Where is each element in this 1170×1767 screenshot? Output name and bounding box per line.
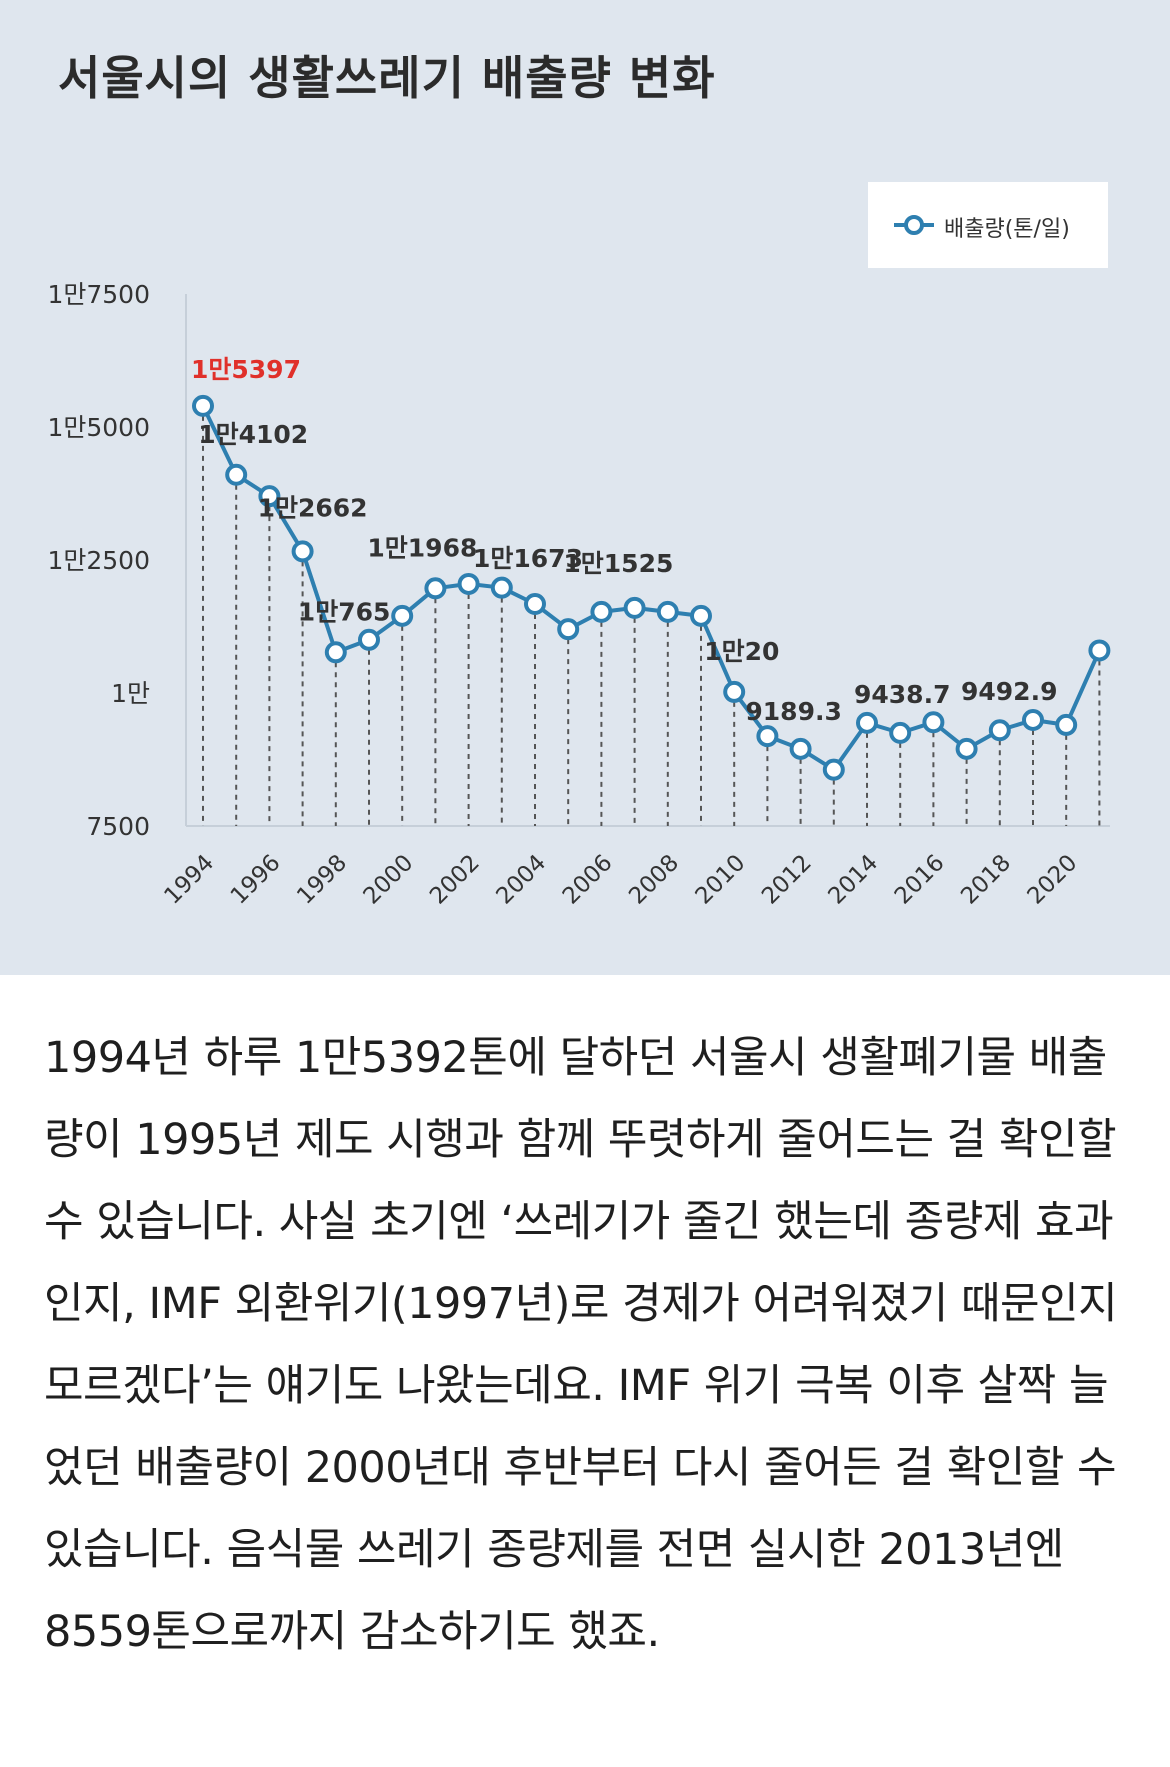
x-tick-label: 2016	[890, 850, 950, 910]
data-point	[225, 463, 248, 486]
x-tick-label: 2010	[691, 850, 751, 910]
data-point	[391, 604, 414, 627]
x-tick-label: 1994	[159, 850, 219, 910]
legend-label: 배출량(톤/일)	[944, 217, 1070, 242]
x-tick-label: 2014	[823, 850, 883, 910]
data-label: 1만1525	[563, 549, 673, 578]
chart-title: 서울시의 생활쓰레기 배출량 변화	[58, 51, 716, 105]
data-point	[590, 600, 613, 623]
data-point	[258, 485, 281, 508]
data-point	[922, 711, 945, 734]
x-tick-label: 2000	[359, 850, 419, 910]
data-point	[192, 394, 214, 417]
data-label: 1만765	[298, 597, 391, 626]
data-point	[1022, 708, 1044, 731]
data-point	[490, 576, 513, 599]
article-paragraph: 1994년 하루 1만5392톤에 달하던 서울시 생활폐기물 배출량이 199…	[44, 1033, 1118, 1657]
data-point	[358, 628, 380, 651]
x-tick-label: 2002	[425, 850, 485, 910]
data-point	[291, 540, 314, 563]
data-label: 1만4102	[198, 420, 308, 449]
data-point	[656, 600, 679, 623]
data-label: 1만2662	[258, 493, 368, 522]
data-point	[557, 618, 580, 641]
line-chart: 7500 1만 1만2500 1만5000 1만7500 1만5397 1만4102 1만26…	[47, 280, 1111, 910]
x-tick-label: 2004	[491, 850, 551, 910]
y-tick-label: 1만7500	[47, 280, 150, 309]
data-point	[822, 758, 845, 781]
y-tick-label: 1만5000	[47, 413, 150, 442]
data-point	[789, 737, 812, 760]
data-point	[756, 725, 779, 748]
chart-legend: 배출량(톤/일)	[868, 182, 1108, 268]
data-label: 1만20	[704, 637, 779, 666]
series-line	[201, 405, 1102, 772]
x-tick-label: 1996	[226, 850, 286, 910]
data-point	[955, 737, 978, 760]
data-label: 9492.9	[961, 677, 1057, 706]
data-point	[424, 577, 447, 600]
x-tick-label: 2018	[956, 850, 1016, 910]
data-label: 1만1968	[367, 533, 477, 562]
x-tick-label: 2012	[757, 850, 817, 910]
data-point	[457, 572, 480, 595]
data-point	[524, 592, 546, 615]
legend-line-marker-icon	[894, 215, 934, 235]
data-point	[690, 604, 712, 627]
data-point	[623, 596, 646, 619]
data-point	[889, 721, 912, 744]
data-label: 9189.3	[745, 697, 841, 726]
x-tick-label: 2020	[1023, 850, 1083, 910]
y-tick-label: 1만	[111, 679, 150, 708]
data-label: 1만5397	[191, 355, 301, 384]
x-tick-label: 2008	[624, 850, 684, 910]
data-point	[324, 641, 347, 664]
x-tick-label: 2006	[558, 850, 618, 910]
data-label: 9438.7	[854, 680, 950, 709]
data-point	[1088, 639, 1111, 662]
chart-panel: 서울시의 생활쓰레기 배출량 변화 배출량(톤/일) 7500 1만 1만2500 1…	[0, 0, 1170, 975]
data-point	[1055, 713, 1078, 736]
data-label: 1만1673	[473, 544, 583, 573]
y-tick-label: 7500	[86, 812, 150, 841]
data-point	[988, 719, 1011, 742]
x-tick-label: 1998	[292, 850, 352, 910]
y-tick-label: 1만2500	[47, 546, 150, 575]
data-point	[723, 680, 746, 703]
data-point	[856, 711, 878, 734]
